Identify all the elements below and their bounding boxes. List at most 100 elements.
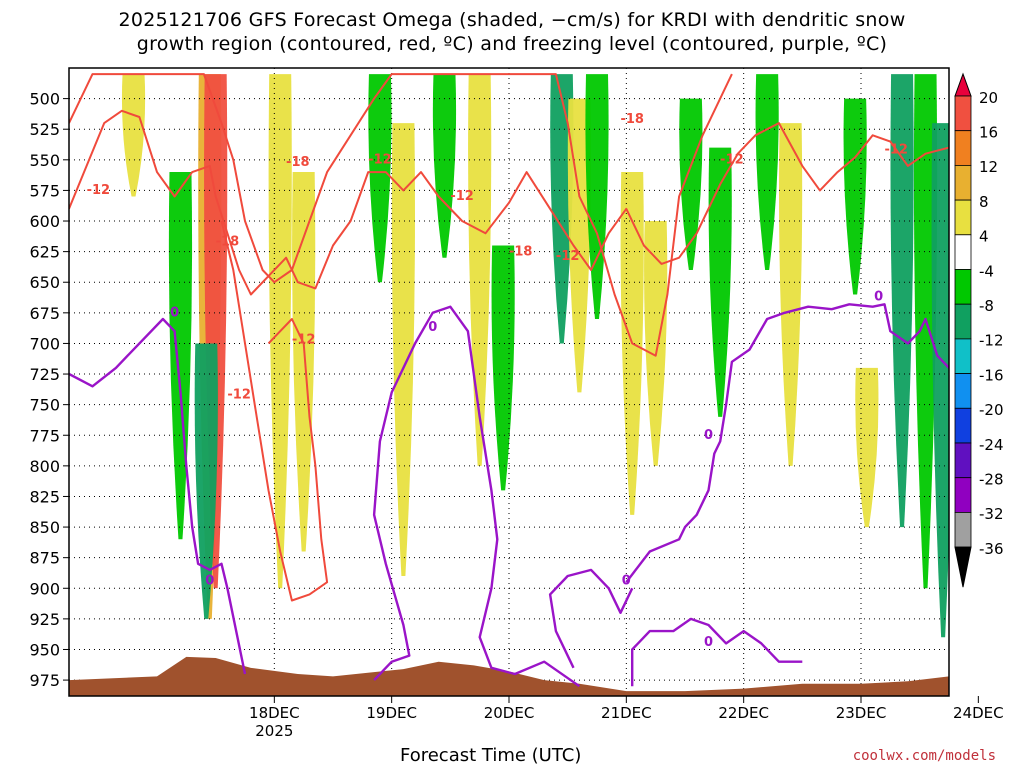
contour-label-17: 0 [704,635,713,650]
contour-label-15: 0 [622,574,631,589]
omega-band-18 [708,147,732,417]
omega-band-11 [491,245,515,491]
contour-label-8: -12 [556,249,580,264]
omega-band-23 [890,74,914,528]
contour-label-11: -12 [884,143,908,158]
colorbar-label-6: -8 [979,297,994,315]
omega-band-19 [755,74,779,270]
colorbar-label-7: -12 [979,332,1004,350]
colorbar: 20 16 12 8 4 -4 -8 -12 -16 -20 -24 -28 -32 -36 [954,72,1004,588]
colorbar-label-9: -20 [979,401,1004,419]
colorbar-label-11: -28 [979,471,1004,489]
contour-label-5: -12 [292,332,316,347]
omega-band-9 [432,74,457,258]
contour-label-18: 0 [874,290,883,305]
contour-label-0: -12 [87,183,111,198]
chart-title: 2025121706 GFS Forecast Omega (shaded, −… [118,9,906,55]
x-tick-label-0: 18DEC [249,704,300,722]
x-tick-label-2: 20DEC [484,704,535,722]
grid [69,68,949,696]
y-tick-label-725: 725 [29,365,60,384]
contour-label-12: 0 [170,306,179,321]
colorbar-seg-7 [954,338,972,374]
y-tick-label-825: 825 [29,487,60,506]
colorbar-label-2: 12 [979,158,998,176]
colorbar-seg-9 [954,407,972,444]
omega-band-3 [168,172,193,540]
omega-band-13 [567,98,591,393]
y-tick-label-575: 575 [29,181,60,200]
freezing-contour-3 [69,317,247,675]
snow-contour-2 [220,220,329,602]
contour-label-13: 0 [428,320,437,335]
colorbar-seg-5 [954,269,972,305]
omega-band-4 [121,74,146,197]
colorbar-label-0: 20 [979,89,998,107]
contour-label-10: -12 [720,152,744,167]
contour-label-4: -12 [368,152,392,167]
y-tick-label-775: 775 [29,426,60,445]
contour-label-3: -18 [286,155,310,170]
x-tick-sublabel-0: 2025 [255,722,293,740]
freezing-contour-7 [625,303,949,583]
x-tick-label-1: 19DEC [366,704,417,722]
y-tick-label-675: 675 [29,304,60,323]
contours [69,73,949,688]
colorbar-label-13: -36 [979,540,1004,558]
y-tick-label-900: 900 [29,579,60,598]
colorbar-top-arrow [954,72,972,97]
terrain [69,656,949,696]
colorbar-label-8: -16 [979,366,1004,384]
contour-labels: -12 -12 -18 -18 -12 -12 -12 -18 -12 -18 -12 -12 0 0 0 0… [87,112,908,650]
omega-band-21 [843,98,867,295]
colorbar-label-1: 16 [979,124,998,142]
colorbar-seg-11 [954,477,972,513]
contour-label-14: 0 [205,574,214,589]
y-tick-label-625: 625 [29,243,60,262]
colorbar-label-12: -32 [979,505,1004,523]
y-tick-label-525: 525 [29,120,60,139]
snow-contour-1 [69,73,733,357]
omega-shading [121,74,949,638]
omega-band-7 [368,74,392,283]
y-tick-label-650: 650 [29,273,60,292]
y-tick-label-500: 500 [29,90,60,109]
colorbar-seg-0 [954,95,972,132]
x-tick-label-3: 21DEC [601,704,652,722]
freezing-contour-5 [548,568,634,669]
colorbar-label-10: -24 [979,436,1004,454]
contour-label-16: 0 [704,428,713,443]
contour-label-9: -18 [620,112,644,127]
colorbar-seg-8 [954,373,972,409]
snow-contour-0 [69,109,949,296]
omega-band-8 [391,123,415,577]
y-tick-label-550: 550 [29,151,60,170]
colorbar-bottom-arrow [954,546,972,588]
y-tick-label-600: 600 [29,212,60,231]
x-tick-label-4: 22DEC [718,704,769,722]
contour-label-6: -12 [450,189,474,204]
colorbar-label-5: -4 [979,262,994,280]
freezing-contour-4 [372,305,581,688]
x-axis-label: Forecast Time (UTC) [400,745,582,766]
y-tick-label-750: 750 [29,396,60,415]
credit-link[interactable]: coolwx.com/models [852,748,996,764]
colorbar-seg-4 [954,234,972,270]
contour-label-2: -18 [216,235,240,250]
colorbar-label-4: 4 [979,228,989,246]
y-axis: 500 525 550 575 600 625 650 675 700 725 750 775 800 8… [29,90,69,690]
x-tick-label-5: 23DEC [836,704,887,722]
y-tick-label-925: 925 [29,610,60,629]
y-tick-label-975: 975 [29,671,60,690]
omega-band-20 [779,123,803,466]
y-tick-label-875: 875 [29,549,60,568]
omega-band-22 [855,367,879,528]
colorbar-seg-6 [954,303,972,340]
y-tick-label-950: 950 [29,640,60,659]
freezing-contour-6 [631,617,803,687]
y-tick-label-800: 800 [29,457,60,476]
colorbar-seg-10 [954,442,972,479]
contour-label-1: -12 [227,388,251,403]
